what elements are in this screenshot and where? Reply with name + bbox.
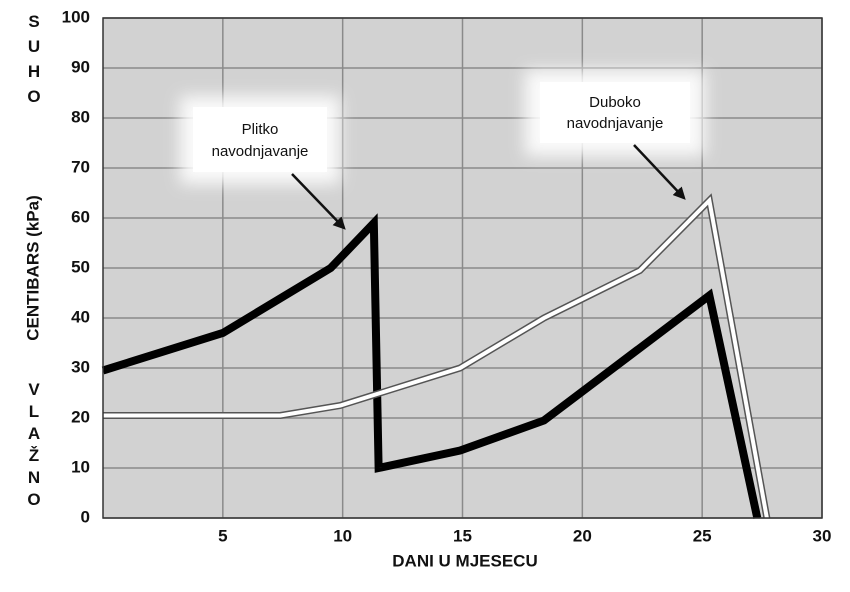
x-tick-label: 30	[813, 526, 832, 545]
plot-border	[102, 17, 823, 519]
x-tick-label: 10	[333, 526, 352, 545]
y-tick-label: 50	[71, 257, 90, 276]
series-line	[103, 196, 769, 519]
annotation-arrow	[291, 173, 346, 230]
y-tick-label: 30	[71, 357, 90, 376]
y-tick-label: 80	[71, 107, 90, 126]
annotation: Duboko navodnjavanje	[525, 70, 705, 200]
x-tick-label: 20	[573, 526, 592, 545]
annotation-arrow	[633, 144, 686, 200]
y-axis-label-top: SUHO	[25, 12, 44, 112]
y-tick-label: 40	[71, 307, 90, 326]
annotation-text: Plitko	[242, 121, 279, 138]
y-tick-label: 70	[71, 157, 90, 176]
x-tick-label: 5	[218, 526, 227, 545]
annotation-text: navodnjavanje	[567, 115, 664, 132]
y-tick-label: 10	[71, 457, 90, 476]
y-tick-label: 90	[71, 57, 90, 76]
y-axis-label-bottom: VLAŽNO	[25, 380, 44, 512]
y-tick-label: 0	[81, 507, 90, 526]
annotation: Plitko navodnjavanje	[180, 96, 346, 230]
annotation-box	[193, 107, 327, 172]
y-tick-label: 100	[62, 7, 90, 26]
series-line	[101, 213, 762, 519]
x-tick-label: 15	[453, 526, 472, 545]
annotation-text: navodnjavanje	[212, 143, 309, 160]
y-axis-label: CENTIBARS (kPa)	[23, 195, 42, 340]
y-tick-label: 60	[71, 207, 90, 226]
annotation-text: Duboko	[589, 94, 641, 111]
x-axis-label: DANI U MJESECU	[392, 551, 537, 570]
x-tick-label: 25	[693, 526, 712, 545]
annotation-box	[540, 82, 690, 143]
y-tick-label: 20	[71, 407, 90, 426]
